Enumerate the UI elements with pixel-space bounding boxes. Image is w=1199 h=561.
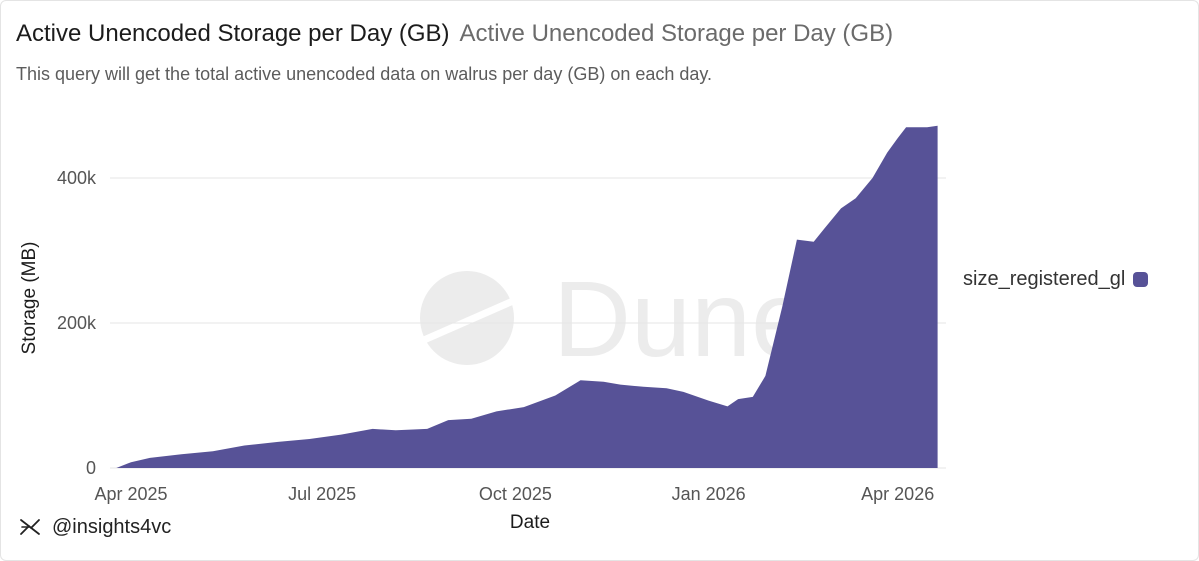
watermark: Dune <box>420 258 811 379</box>
chart-subtitle: Active Unencoded Storage per Day (GB) <box>459 20 894 47</box>
chart-title: Active Unencoded Storage per Day (GB) <box>16 20 450 47</box>
y-tick-label-2: 400k <box>57 168 97 188</box>
x-tick-label-1: Jul 2025 <box>288 484 356 504</box>
y-axis: 0 200k 400k <box>57 168 97 478</box>
title-row: Active Unencoded Storage per Day (GB) Act… <box>16 20 893 48</box>
y-axis-title: Storage (MB) <box>19 242 40 355</box>
x-tick-label-2: Oct 2025 <box>479 484 552 504</box>
x-axis: Apr 2025 Jul 2025 Oct 2025 Jan 2026 Apr 2026 <box>94 484 934 504</box>
credit-handle: @insights4vc <box>52 515 172 538</box>
series-layer <box>116 125 938 469</box>
legend-label: size_registered_gl <box>963 268 1126 290</box>
x-tick-label-3: Jan 2026 <box>672 484 746 504</box>
credit: @insights4vc <box>18 515 171 539</box>
dune-logo-stroke <box>422 297 515 344</box>
y-tick-label-0: 0 <box>86 458 96 478</box>
y-tick-label-1: 200k <box>57 313 97 333</box>
chart-description: This query will get the total active une… <box>16 64 713 84</box>
legend-swatch <box>1133 272 1149 287</box>
x-icon <box>20 519 40 535</box>
series-area-size-registered-gl <box>116 125 938 469</box>
x-tick-label-0: Apr 2025 <box>94 484 167 504</box>
watermark-text: Dune <box>553 258 811 379</box>
legend[interactable]: size_registered_gl <box>963 268 1149 291</box>
x-tick-label-4: Apr 2026 <box>861 484 934 504</box>
x-axis-title: Date <box>510 512 550 533</box>
